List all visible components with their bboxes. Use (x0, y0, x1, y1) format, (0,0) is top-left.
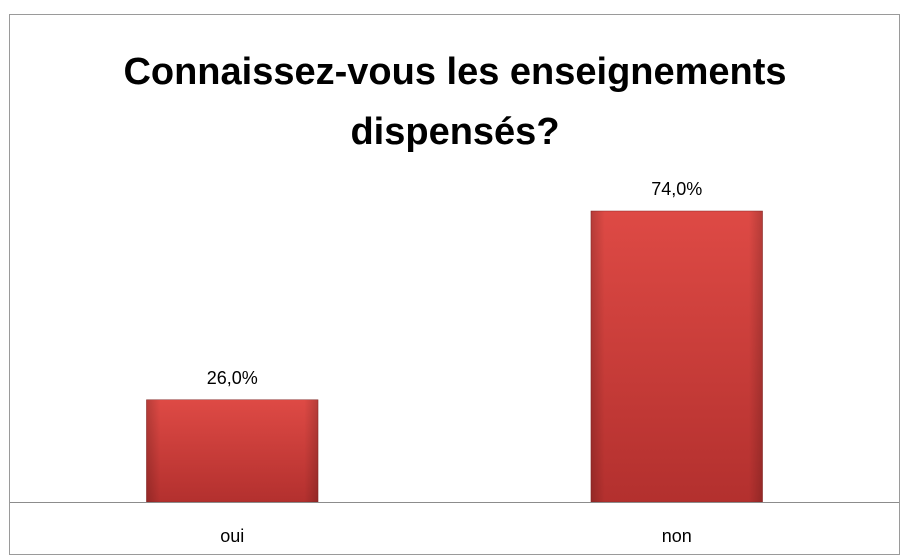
x-tick-label: oui (220, 526, 244, 546)
chart-frame (9, 14, 900, 555)
data-label: 26,0% (207, 368, 258, 388)
x-tick-label: non (662, 526, 692, 546)
data-label: 74,0% (651, 179, 702, 199)
chart-title: Connaissez-vous les enseignements dispen… (123, 51, 787, 153)
bar (590, 210, 763, 503)
bar (146, 399, 319, 503)
